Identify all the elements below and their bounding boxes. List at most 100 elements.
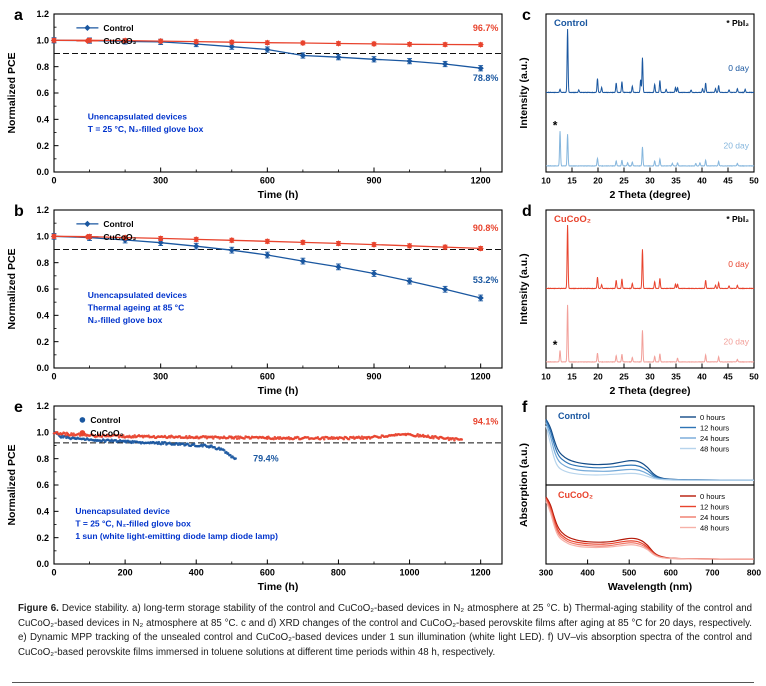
svg-text:300: 300 [153,176,168,186]
svg-text:* PbI₂: * PbI₂ [726,214,749,224]
svg-text:Time (h): Time (h) [258,581,299,593]
svg-text:Intensity (a.u.): Intensity (a.u.) [518,253,530,324]
chart-a-storage-stability: 0 300 600 900 1200 0.0 0.2 0.4 0.6 0.8 1.0 1.2 Time … [6,9,503,201]
svg-text:Time (h): Time (h) [258,385,299,397]
svg-text:0.6: 0.6 [36,88,49,98]
svg-text:0: 0 [51,176,56,186]
svg-text:0 hours: 0 hours [700,492,725,501]
svg-text:300: 300 [539,568,553,578]
svg-text:78.8%: 78.8% [473,73,499,83]
svg-text:50: 50 [749,176,759,186]
svg-text:0.0: 0.0 [36,167,49,177]
svg-text:300: 300 [153,372,168,382]
svg-text:* PbI₂: * PbI₂ [726,18,749,28]
panel-f-absorption: f Control 0 hours 12 hours 24 hours 48 hours… [516,398,762,594]
svg-text:20 day: 20 day [723,336,749,346]
abs-curve-CuCoO₂-48 hours [545,501,754,560]
svg-text:0.2: 0.2 [36,337,49,347]
svg-text:Absorption (a.u.): Absorption (a.u.) [518,443,530,527]
series-CuCoO₂ [50,233,484,252]
scatter-Control [52,431,237,461]
figure-caption-label: Figure 6. [18,603,59,614]
svg-text:Normalized PCE: Normalized PCE [6,248,18,329]
svg-text:94.1%: 94.1% [473,416,499,426]
abs-curve-Control-48 hours [545,425,754,481]
svg-text:Control: Control [90,415,120,425]
svg-text:Normalized PCE: Normalized PCE [6,52,18,133]
svg-text:200: 200 [118,568,133,578]
svg-text:600: 600 [260,372,275,382]
svg-text:800: 800 [331,568,346,578]
svg-text:15: 15 [567,176,577,186]
xrd-trace-0 day [545,225,755,290]
svg-text:45: 45 [723,372,733,382]
svg-text:1.2: 1.2 [36,9,49,19]
svg-text:0.4: 0.4 [36,507,49,517]
svg-text:1.0: 1.0 [36,36,49,46]
svg-text:0.6: 0.6 [36,284,49,294]
svg-text:0.4: 0.4 [36,311,49,321]
scatter-CuCoO₂ [52,430,464,442]
chart-b-thermal-stability: 0 300 600 900 1200 0.0 0.2 0.4 0.6 0.8 1.0 1.2 Time … [6,205,503,397]
svg-text:Control: Control [558,411,590,421]
svg-text:12 hours: 12 hours [700,423,729,432]
svg-text:40: 40 [697,176,707,186]
figure-area: a 0 300 600 900 1200 0.0 0.2 0.4 0.6 0.8 1.0 1.2 Tim… [4,6,766,594]
svg-text:45: 45 [723,176,733,186]
svg-text:0.2: 0.2 [36,141,49,151]
figure-right-column: c 10 15 20 25 30 35 40 45 50 2 Theta (degree) Inte… [516,6,762,594]
svg-text:48 hours: 48 hours [700,444,729,453]
svg-text:1.0: 1.0 [36,232,49,242]
svg-text:25: 25 [619,372,629,382]
svg-text:400: 400 [189,568,204,578]
svg-text:0: 0 [51,372,56,382]
svg-text:CuCoO₂: CuCoO₂ [554,214,591,225]
svg-text:53.2%: 53.2% [473,275,499,285]
svg-text:0.6: 0.6 [36,480,49,490]
svg-text:600: 600 [260,568,275,578]
svg-text:0.8: 0.8 [36,62,49,72]
panel-f-letter: f [522,399,528,416]
svg-text:Control: Control [103,219,133,229]
svg-text:Unencapsulated device: Unencapsulated device [75,506,170,516]
svg-text:*: * [553,119,558,133]
panel-e-mpp-tracking: e 0 200 400 600 800 1000 1200 0.0 0.2 0.4 0.6 0.8 1.… [4,398,516,594]
svg-text:2 Theta (degree): 2 Theta (degree) [609,189,690,201]
svg-text:0.4: 0.4 [36,115,49,125]
panel-a-storage-stability: a 0 300 600 900 1200 0.0 0.2 0.4 0.6 0.8 1.0 1.2 Tim… [4,6,516,202]
panel-b-letter: b [14,203,24,220]
svg-text:500: 500 [622,568,636,578]
svg-text:20: 20 [593,372,603,382]
svg-text:Wavelength (nm): Wavelength (nm) [608,581,692,593]
svg-text:10: 10 [541,372,551,382]
svg-text:0.8: 0.8 [36,454,49,464]
svg-text:1.2: 1.2 [36,205,49,215]
svg-text:CuCoO₂: CuCoO₂ [103,36,136,46]
svg-text:30: 30 [645,372,655,382]
svg-text:1.2: 1.2 [36,401,49,411]
svg-text:1200: 1200 [471,176,491,186]
figure-left-column: a 0 300 600 900 1200 0.0 0.2 0.4 0.6 0.8 1.0 1.2 Tim… [4,6,516,594]
svg-text:79.4%: 79.4% [253,453,279,463]
panel-b-thermal-stability: b 0 300 600 900 1200 0.0 0.2 0.4 0.6 0.8 1.0 1.2 Tim… [4,202,516,398]
svg-text:CuCoO₂: CuCoO₂ [103,232,136,242]
panel-d-xrd-cucoo2: d 10 15 20 25 30 35 40 45 50 2 Theta (degree) Inte… [516,202,762,398]
svg-text:0.2: 0.2 [36,533,49,543]
chart-d-xrd-cucoo2: 10 15 20 25 30 35 40 45 50 2 Theta (degree) Intens… [518,209,759,397]
bottom-rule [12,682,754,683]
svg-text:900: 900 [366,372,381,382]
svg-text:CuCoO₂: CuCoO₂ [90,428,123,438]
svg-text:900: 900 [366,176,381,186]
svg-text:0.0: 0.0 [36,559,49,569]
svg-text:20 day: 20 day [723,140,749,150]
svg-text:0.8: 0.8 [36,258,49,268]
svg-text:0 day: 0 day [728,259,750,269]
svg-text:30: 30 [645,176,655,186]
xrd-trace-0 day [545,29,755,94]
svg-text:1000: 1000 [400,568,420,578]
svg-text:Time (h): Time (h) [258,189,299,201]
svg-text:Intensity (a.u.): Intensity (a.u.) [518,57,530,128]
svg-text:15: 15 [567,372,577,382]
svg-text:35: 35 [671,372,681,382]
